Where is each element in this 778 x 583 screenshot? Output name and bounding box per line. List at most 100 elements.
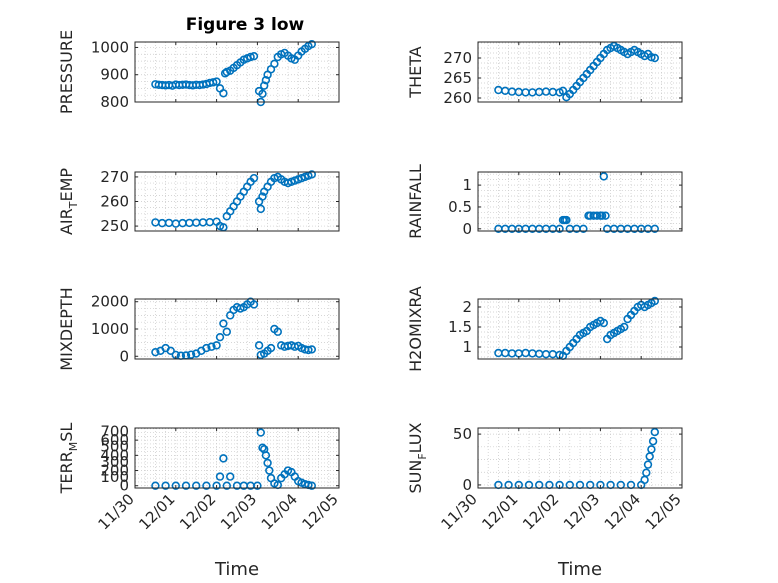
xtick-label: 11/30 xyxy=(438,490,481,533)
data-point xyxy=(273,327,282,336)
series-markers xyxy=(151,170,316,232)
data-point xyxy=(215,332,225,342)
subplot-terr_msl: 020040060010030050070011/3012/0112/0212/… xyxy=(57,423,342,580)
x-axis-label: Time xyxy=(214,559,259,580)
data-point xyxy=(256,428,265,437)
data-point xyxy=(650,53,659,63)
ytick-label: 200 xyxy=(100,462,129,480)
data-point xyxy=(258,89,267,99)
data-point xyxy=(599,172,608,181)
ytick-label: 2 xyxy=(462,298,472,316)
data-point xyxy=(151,347,160,357)
data-point xyxy=(249,173,259,183)
data-point xyxy=(647,52,656,62)
data-point xyxy=(592,211,602,220)
xtick-label: 12/04 xyxy=(601,490,644,533)
data-point xyxy=(261,451,271,460)
data-point xyxy=(226,472,235,481)
axes-box xyxy=(477,171,683,232)
data-point xyxy=(192,481,201,490)
data-point xyxy=(253,481,262,490)
ytick-label: 1.5 xyxy=(448,318,472,336)
ytick-label: 0 xyxy=(119,477,129,495)
data-point xyxy=(212,481,221,490)
data-point xyxy=(265,466,274,475)
data-point xyxy=(181,481,191,490)
y-axis-label: PRESSURE xyxy=(57,30,76,114)
data-point xyxy=(599,318,608,328)
subplot-rainfall: 0 0.5 1 RAINFALL xyxy=(406,164,683,239)
data-point xyxy=(562,215,571,225)
ytick-label: 270 xyxy=(100,168,129,186)
data-point xyxy=(307,39,316,49)
y-axis-label: SUNFLUX xyxy=(406,422,429,493)
subplot-mixdepth: 0 1000 2000 MIXDEPTH xyxy=(57,287,340,371)
ytick-label: 270 xyxy=(443,49,472,67)
data-point xyxy=(256,204,265,214)
xtick-label: 12/05 xyxy=(299,490,342,533)
data-point xyxy=(261,75,271,85)
data-point xyxy=(215,472,225,481)
ytick-label: 1 xyxy=(462,338,472,356)
ytick-label: 900 xyxy=(100,66,129,84)
data-point xyxy=(648,437,658,446)
data-point xyxy=(307,481,316,490)
data-point xyxy=(151,481,160,490)
xtick-label: 12/01 xyxy=(478,490,521,533)
series-markers xyxy=(494,296,659,360)
ytick-label: 1000 xyxy=(91,320,129,338)
data-point xyxy=(209,78,218,87)
data-point xyxy=(186,350,196,359)
ytick-label: 800 xyxy=(100,93,129,111)
xtick-label: 12/03 xyxy=(560,490,603,533)
grid-lines xyxy=(477,428,683,488)
ytick-label: 400 xyxy=(100,446,129,464)
data-point xyxy=(166,346,175,356)
data-point xyxy=(643,460,653,469)
data-point xyxy=(161,481,170,490)
axes-box xyxy=(134,41,340,103)
x-axis-label: Time xyxy=(557,559,602,580)
series-markers xyxy=(151,39,316,107)
data-point xyxy=(650,427,659,437)
data-point xyxy=(263,458,272,468)
series-markers xyxy=(494,172,659,234)
grid-lines xyxy=(477,172,683,231)
data-point xyxy=(249,300,259,309)
xtick-label: 12/05 xyxy=(642,490,685,533)
data-point xyxy=(202,343,211,353)
ytick-label: 260 xyxy=(443,89,472,107)
y-axis-label: THETA xyxy=(406,46,425,98)
ytick-label: 0 xyxy=(462,220,472,238)
ytick-label: 50 xyxy=(453,425,472,443)
y-axis-label: TERRMSL xyxy=(57,423,80,495)
ytick-label: 2000 xyxy=(91,293,129,311)
data-point xyxy=(270,59,279,69)
ytick-label: 700 xyxy=(100,423,129,441)
data-point xyxy=(212,341,221,350)
ytick-label: 300 xyxy=(100,453,129,471)
data-point xyxy=(650,224,659,234)
series-markers xyxy=(151,428,316,490)
xtick-label: 12/01 xyxy=(135,490,178,533)
data-point xyxy=(266,343,276,353)
data-point xyxy=(222,327,232,336)
ytick-label: 1000 xyxy=(91,38,129,56)
ytick-label: 0 xyxy=(462,476,472,494)
data-point xyxy=(254,341,264,350)
axes-box xyxy=(477,41,683,103)
axes-box xyxy=(477,298,683,360)
data-point xyxy=(219,319,228,328)
data-point xyxy=(171,481,181,490)
data-point xyxy=(642,468,651,477)
xtick-label: 12/04 xyxy=(258,490,301,533)
data-point xyxy=(558,86,568,96)
xtick-label: 12/02 xyxy=(519,490,562,533)
data-point xyxy=(260,81,269,90)
series-markers xyxy=(494,41,659,102)
subplot-theta: 260 265 270 THETA xyxy=(406,41,683,107)
xtick-label: 11/30 xyxy=(95,490,138,533)
subplot-air_temp: 250 260 270 AIRTEMP xyxy=(57,168,340,235)
